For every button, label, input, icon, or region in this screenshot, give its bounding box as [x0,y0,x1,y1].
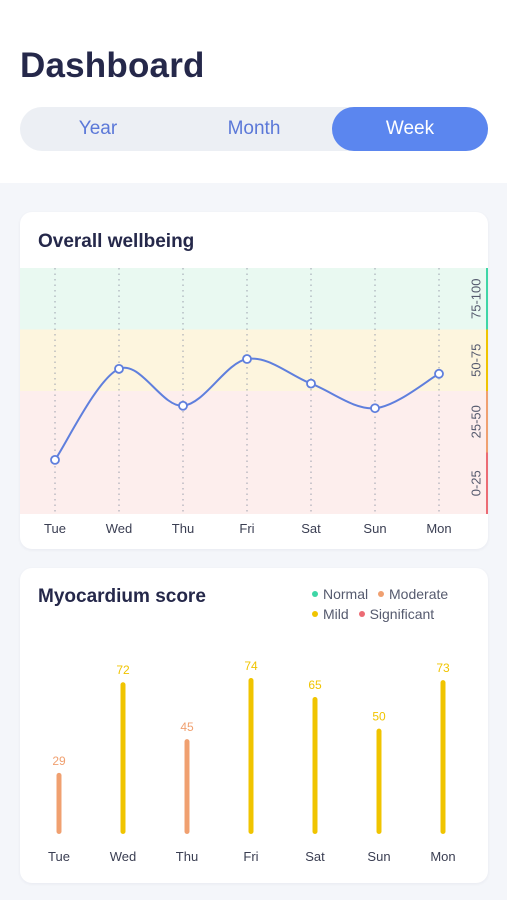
data-point-wed [114,363,124,374]
significant-dot-icon [358,611,365,618]
bar-value-label: 73 [436,661,450,675]
bar-value-label: 45 [180,720,194,734]
wellbeing-card: Overall wellbeing 75-100 50-75 25-50 0-25 Tu… [20,212,488,549]
bar-value-label: 65 [308,678,322,692]
band-label: 0-25 [469,470,484,496]
x-tick-label: Sun [363,521,386,536]
band-edge-1 [486,329,488,391]
normal-dot-icon [312,591,318,598]
band-label: 50-75 [469,344,484,377]
bar-value-label: 72 [116,663,130,677]
x-tick-label: Mon [430,849,455,864]
bar-sat [312,696,318,834]
myocardium-legend: Normal Moderate Mild Significant [312,584,484,624]
bar-fri [248,678,254,834]
x-tick-label: Fri [239,521,254,536]
band-edge-2 [486,391,488,453]
bar-tue [56,772,62,834]
band-0 [20,268,486,330]
band-label: 75-100 [469,279,484,319]
mild-dot-icon [312,611,318,618]
band-2 [20,391,486,453]
x-tick-label: Mon [426,521,451,536]
legend-normal: Normal [312,584,368,604]
legend-significant: Significant [358,604,434,624]
moderate-dot-icon [378,591,385,598]
band-3 [20,452,486,514]
header-area: Dashboard Year Month Week [0,0,507,183]
band-edge-0 [486,268,488,330]
wellbeing-chart: 75-100 50-75 25-50 0-25 Tue Wed Thu Fri Sat Sun Mo… [20,268,488,536]
wellbeing-title: Overall wellbeing [38,231,195,252]
bar-thu [184,739,190,834]
x-tick-label: Sat [305,849,325,864]
tab-year[interactable]: Year [78,118,118,139]
data-point-fri [242,354,252,364]
data-point-thu [178,400,188,411]
legend-mild: Mild [312,604,349,624]
x-tick-label: Thu [176,849,198,864]
x-tick-label: Sun [367,849,390,864]
data-point-mon [434,368,444,379]
bar-value-label: 50 [372,710,386,724]
x-tick-label: Sat [301,521,321,536]
band-edge-3 [486,452,488,514]
legend-moderate: Moderate [378,584,448,604]
bar-sun [376,728,382,834]
x-tick-label: Thu [172,521,194,536]
page-title: Dashboard [20,46,205,85]
x-tick-label: Wed [106,521,133,536]
bar-wed [120,682,126,834]
bar-value-label: 74 [244,659,258,673]
myocardium-chart: 29 Tue 72 Wed 45 Thu 74 Fri 65 Sat 50 Sun 73 Mon [48,659,456,864]
x-tick-label: Wed [110,849,137,864]
myocardium-card: Myocardium score Normal Moderate Mild Si… [20,568,488,883]
period-selector: Year Month Week [20,107,488,151]
band-label: 25-50 [469,405,484,438]
myocardium-title: Myocardium score [38,586,206,607]
tab-week[interactable]: Week [332,107,488,151]
x-tick-label: Fri [243,849,258,864]
tab-month[interactable]: Month [227,118,281,139]
bar-value-label: 29 [52,754,66,768]
data-point-tue [50,454,60,465]
band-1 [20,329,486,391]
x-tick-label: Tue [48,849,70,864]
data-point-sun [370,403,380,414]
bar-mon [440,680,446,834]
x-tick-label: Tue [44,521,66,536]
data-point-sat [306,378,316,389]
